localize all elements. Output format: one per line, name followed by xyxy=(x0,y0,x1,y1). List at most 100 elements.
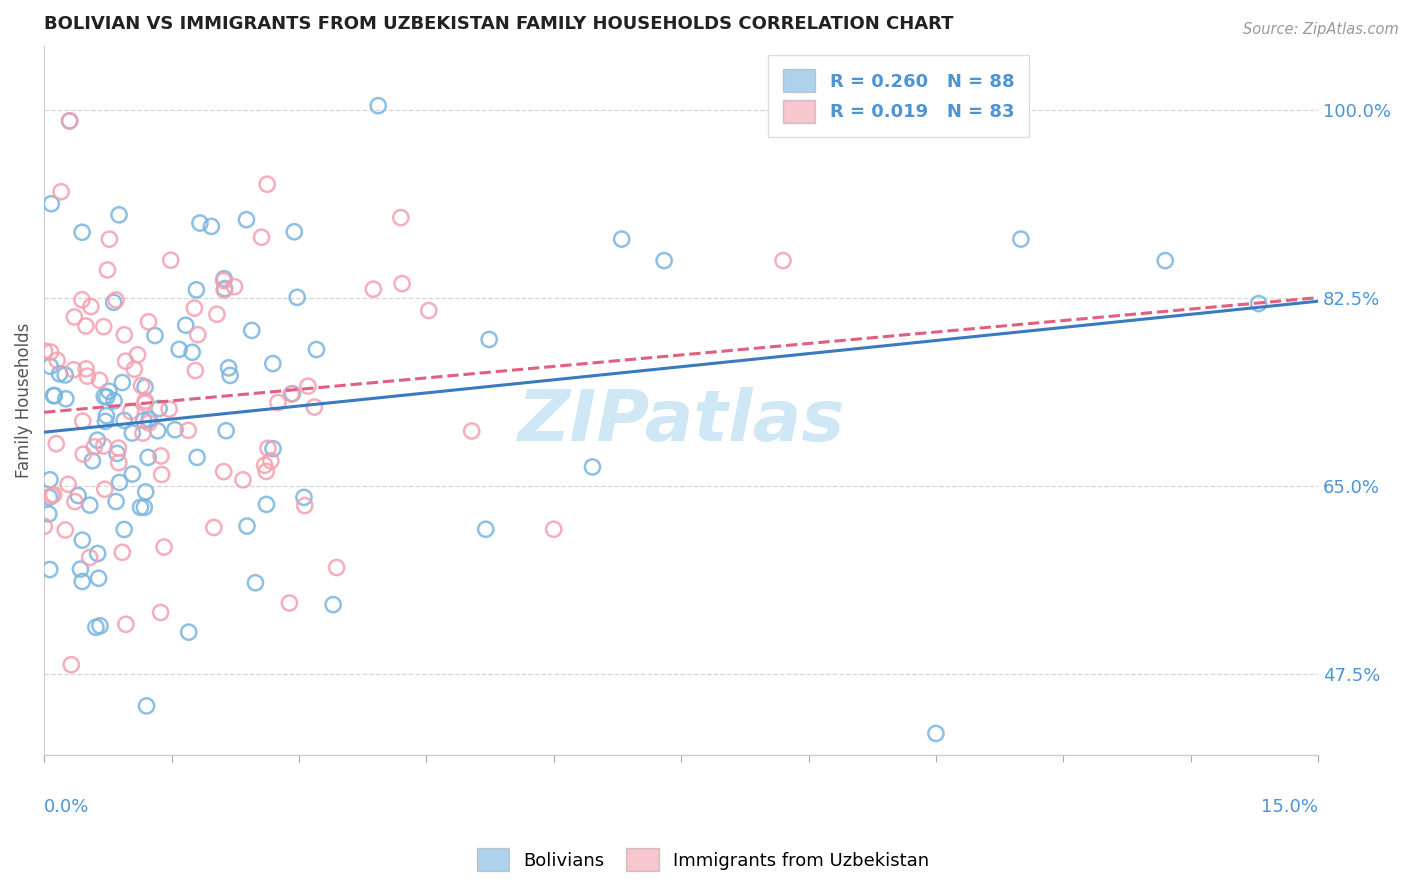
Point xyxy=(363,282,385,296)
Point xyxy=(89,619,111,633)
Point xyxy=(93,319,115,334)
Point xyxy=(257,442,280,456)
Point xyxy=(143,328,166,343)
Text: 15.0%: 15.0% xyxy=(1261,798,1319,816)
Point xyxy=(1247,296,1270,310)
Point xyxy=(96,409,118,423)
Point xyxy=(39,196,62,211)
Point xyxy=(188,216,211,230)
Point xyxy=(107,456,129,470)
Point xyxy=(214,281,236,295)
Point xyxy=(97,384,120,399)
Point xyxy=(260,454,283,468)
Point xyxy=(186,450,208,465)
Point xyxy=(149,606,172,620)
Point xyxy=(134,393,156,408)
Point xyxy=(72,447,94,461)
Point xyxy=(39,359,62,374)
Point xyxy=(48,367,70,381)
Point xyxy=(62,363,84,377)
Point xyxy=(67,489,90,503)
Point xyxy=(543,522,565,536)
Point xyxy=(281,386,304,401)
Point xyxy=(49,185,72,199)
Point xyxy=(460,424,482,438)
Point xyxy=(138,416,160,430)
Y-axis label: Family Households: Family Households xyxy=(15,323,32,478)
Point xyxy=(96,390,118,404)
Point xyxy=(103,393,125,408)
Point xyxy=(202,520,225,534)
Point xyxy=(39,473,62,487)
Point xyxy=(214,283,236,297)
Point xyxy=(82,454,104,468)
Point xyxy=(75,318,97,333)
Point xyxy=(132,413,155,427)
Point xyxy=(134,500,156,515)
Point xyxy=(76,369,98,384)
Point xyxy=(218,360,240,375)
Point xyxy=(69,562,91,576)
Point xyxy=(138,412,160,426)
Point xyxy=(256,497,278,511)
Point xyxy=(256,178,278,192)
Point xyxy=(93,389,115,403)
Point xyxy=(253,458,276,473)
Point xyxy=(205,307,228,321)
Point xyxy=(136,450,159,465)
Point xyxy=(63,310,86,324)
Point xyxy=(262,357,284,371)
Point xyxy=(58,114,80,128)
Point xyxy=(186,283,208,297)
Point xyxy=(79,550,101,565)
Point xyxy=(89,373,111,387)
Point xyxy=(55,392,77,406)
Legend: Bolivians, Immigrants from Uzbekistan: Bolivians, Immigrants from Uzbekistan xyxy=(470,841,936,879)
Point xyxy=(150,467,173,482)
Point xyxy=(215,424,238,438)
Point xyxy=(212,274,235,288)
Point xyxy=(105,293,128,307)
Point xyxy=(58,114,80,128)
Point xyxy=(72,414,94,428)
Point xyxy=(267,395,290,409)
Text: BOLIVIAN VS IMMIGRANTS FROM UZBEKISTAN FAMILY HOUSEHOLDS CORRELATION CHART: BOLIVIAN VS IMMIGRANTS FROM UZBEKISTAN F… xyxy=(44,15,953,33)
Point xyxy=(772,253,794,268)
Point xyxy=(475,522,498,536)
Point xyxy=(121,467,143,481)
Point xyxy=(98,232,121,246)
Point xyxy=(304,400,326,414)
Point xyxy=(108,208,131,222)
Point xyxy=(105,446,128,460)
Point xyxy=(159,253,181,268)
Point xyxy=(70,225,93,239)
Point xyxy=(292,491,315,505)
Point xyxy=(925,726,948,740)
Point xyxy=(177,423,200,437)
Point xyxy=(610,232,633,246)
Point xyxy=(1154,253,1177,268)
Point xyxy=(325,560,347,574)
Point xyxy=(86,547,108,561)
Point xyxy=(148,401,170,416)
Point xyxy=(63,494,86,508)
Point xyxy=(38,562,60,576)
Point xyxy=(187,327,209,342)
Point xyxy=(183,301,205,315)
Point xyxy=(163,423,186,437)
Point xyxy=(114,354,136,368)
Point xyxy=(134,396,156,410)
Point xyxy=(285,290,308,304)
Point xyxy=(127,348,149,362)
Point xyxy=(42,488,65,502)
Point xyxy=(105,494,128,508)
Point xyxy=(135,484,157,499)
Point xyxy=(115,617,138,632)
Point xyxy=(581,459,603,474)
Text: ZIPatlas: ZIPatlas xyxy=(517,387,845,456)
Point xyxy=(322,598,344,612)
Point xyxy=(103,295,125,310)
Point xyxy=(38,491,60,505)
Point xyxy=(34,343,56,358)
Point xyxy=(38,507,60,521)
